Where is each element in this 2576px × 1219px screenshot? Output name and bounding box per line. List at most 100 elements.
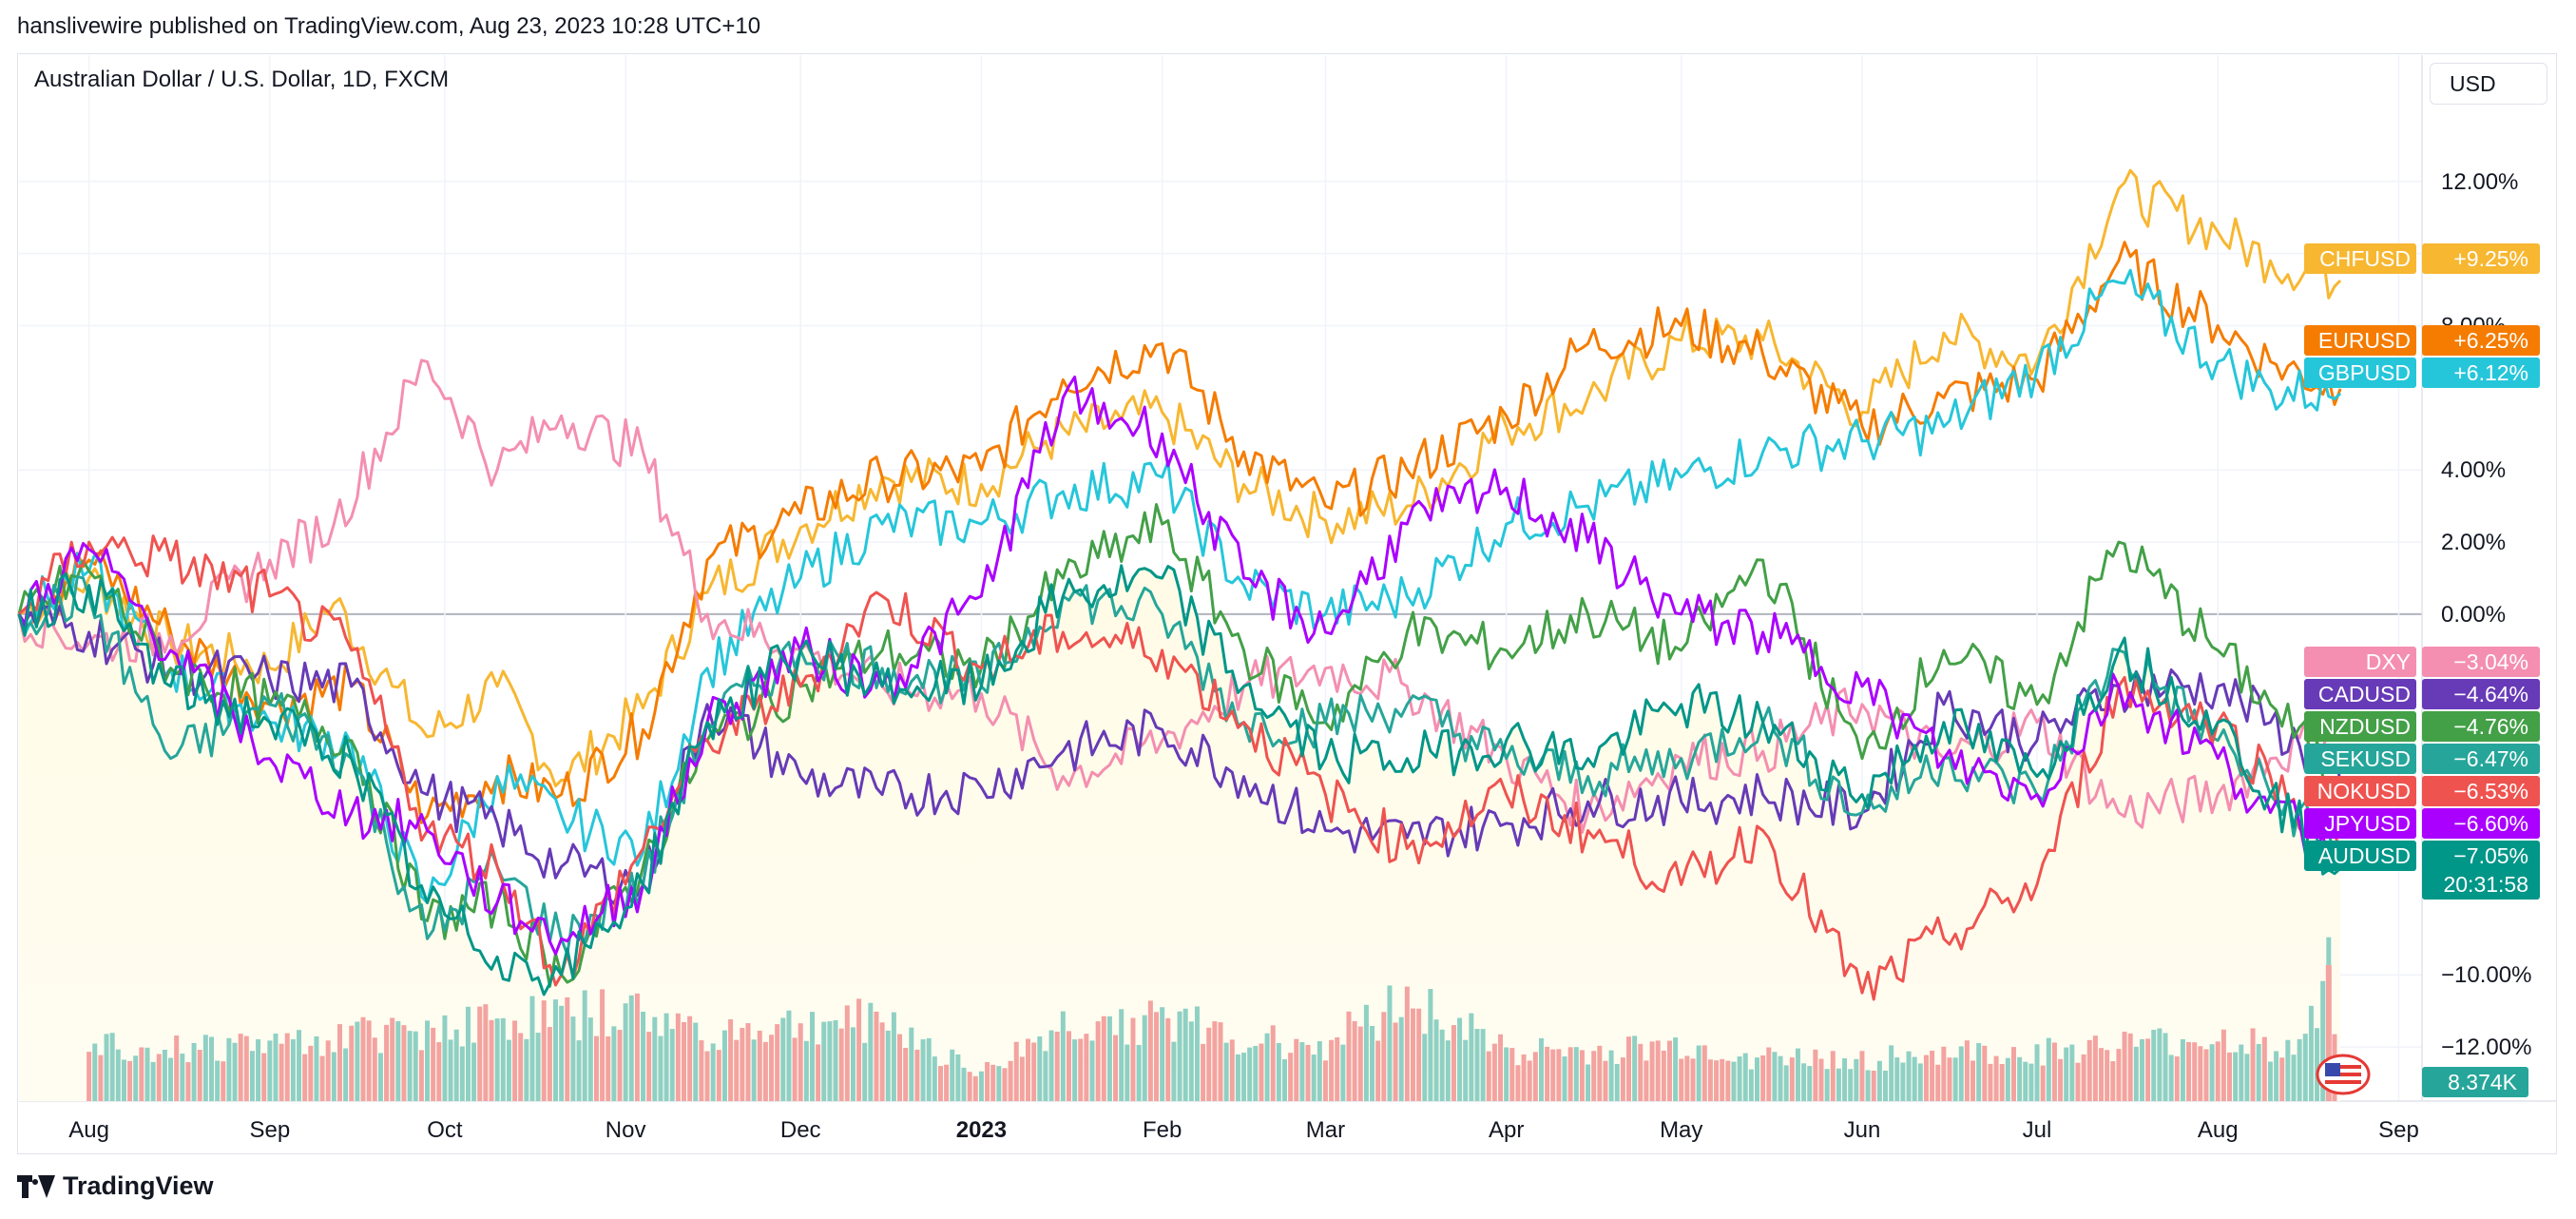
volume-bar	[483, 1004, 489, 1101]
volume-bar	[1294, 1038, 1299, 1101]
volume-bar	[2145, 1038, 2151, 1101]
volume-bar	[955, 1054, 961, 1101]
volume-bar	[628, 995, 634, 1101]
volume-bar	[1171, 1041, 1177, 1101]
volume-bar	[2139, 1038, 2144, 1101]
volume-bar	[850, 1027, 855, 1101]
series-value-tag	[2422, 841, 2540, 900]
volume-bar	[1281, 1059, 1287, 1101]
volume-bar	[611, 1026, 617, 1101]
volume-bar	[2040, 1065, 2046, 1101]
volume-bar	[2325, 965, 2332, 1101]
volume-bar	[1491, 1043, 1497, 1101]
series-value: −7.05%	[2453, 843, 2528, 868]
last-label-audusd: AUDUSD −7.05% 20:31:58	[2304, 841, 2540, 900]
footer-brand[interactable]: TradingView	[17, 1171, 214, 1201]
volume-bar	[1608, 1050, 1614, 1101]
volume-bar	[2023, 1061, 2028, 1101]
volume-bar	[1486, 1051, 1491, 1101]
volume-bar	[243, 1035, 249, 1101]
volume-bar	[2168, 1055, 2174, 1101]
volume-bar	[535, 1033, 541, 1101]
volume-bar	[2081, 1054, 2086, 1101]
volume-bar	[920, 1039, 926, 1101]
series-line-audusd[interactable]	[17, 564, 2342, 996]
volume-bar	[1795, 1048, 1800, 1101]
series-line-dxy[interactable]	[17, 358, 2342, 834]
last-label-jpyusd: JPYUSD −6.60%	[2304, 808, 2540, 839]
volume-bar	[1311, 1055, 1317, 1101]
last-label-eurusd: EURUSD +6.25%	[2304, 325, 2540, 356]
volume-bar	[547, 1027, 552, 1101]
volume-bar	[197, 1050, 202, 1101]
volume-bar	[1428, 989, 1433, 1101]
volume-bar	[909, 1027, 914, 1101]
volume-bar	[587, 1017, 593, 1101]
volume-bar	[1876, 1060, 1882, 1101]
volume-bar	[809, 1012, 815, 1101]
volume-bar	[1947, 1057, 1952, 1101]
volume-bar	[862, 1042, 868, 1101]
volume-bar	[937, 1066, 943, 1101]
volume-bar	[833, 1019, 838, 1101]
tradingview-logo-icon	[17, 1174, 55, 1198]
series-value-tag	[2422, 808, 2540, 839]
volume-bar	[663, 1013, 669, 1101]
volume-bar	[1958, 1046, 1964, 1101]
volume-bar	[1095, 1021, 1101, 1101]
volume-bar	[1299, 1042, 1305, 1101]
volume-bar	[290, 1038, 296, 1101]
symbol-title[interactable]: Australian Dollar / U.S. Dollar, 1D, FXC…	[34, 67, 450, 92]
volume-bar	[634, 993, 640, 1101]
volume-bar	[465, 1006, 471, 1101]
volume-bar	[1247, 1047, 1253, 1101]
currency-button[interactable]: USD	[2430, 63, 2547, 105]
series-line-nokusd[interactable]	[17, 534, 2342, 1001]
us-flag-icon[interactable]	[2316, 1054, 2371, 1095]
volume-bar	[215, 1060, 221, 1101]
volume-bar	[1696, 1045, 1701, 1101]
volume-bar	[1335, 1036, 1340, 1101]
volume-bar	[506, 1039, 511, 1101]
volume-bar	[582, 990, 587, 1101]
volume-bar	[2227, 1052, 2233, 1101]
volume-bar	[1882, 1070, 1888, 1101]
series-line-nzdusd[interactable]	[17, 503, 2342, 988]
volume-bar	[961, 1067, 967, 1101]
volume-bar	[1346, 1011, 1352, 1101]
y-tick-label: 0.00%	[2441, 602, 2506, 628]
volume-bar	[1993, 1055, 1999, 1101]
series-name: SEKUSD	[2320, 746, 2411, 771]
publish-line: hanslivewire published on TradingView.co…	[17, 13, 761, 39]
volume-bar	[1317, 1040, 1322, 1101]
volume-bar	[838, 1028, 844, 1101]
volume-bar	[1375, 1040, 1381, 1101]
volume-bar	[1701, 1045, 1707, 1101]
volume-bar	[541, 1000, 547, 1101]
volume-bar	[1037, 1035, 1043, 1101]
series-line-chfusd[interactable]	[18, 168, 2342, 788]
volume-bar	[780, 1017, 786, 1101]
volume-bar	[1538, 1037, 1544, 1101]
x-tick-label: Sep	[249, 1117, 290, 1143]
volume-bar	[617, 1030, 623, 1101]
volume-bar	[1119, 1009, 1125, 1101]
volume-bar	[1783, 1065, 1789, 1101]
volume-bar	[1906, 1051, 1912, 1101]
volume-bar	[652, 1016, 658, 1101]
volume-bar	[2198, 1046, 2203, 1101]
volume-bar	[1387, 985, 1393, 1101]
y-tick-label: −10.00%	[2441, 962, 2531, 988]
volume-bar	[1586, 1064, 1591, 1101]
volume-bar	[1019, 1056, 1025, 1101]
volume-bar	[914, 1049, 920, 1101]
volume-bar	[932, 1056, 937, 1101]
volume-bar	[775, 1024, 780, 1101]
volume-bar	[751, 1039, 757, 1101]
series-line-sekusd[interactable]	[17, 574, 2342, 957]
volume-bar	[1666, 1040, 1672, 1101]
series-line-jpyusd[interactable]	[17, 376, 2342, 956]
volume-bar	[1789, 1057, 1795, 1101]
volume-bar	[1253, 1046, 1259, 1101]
